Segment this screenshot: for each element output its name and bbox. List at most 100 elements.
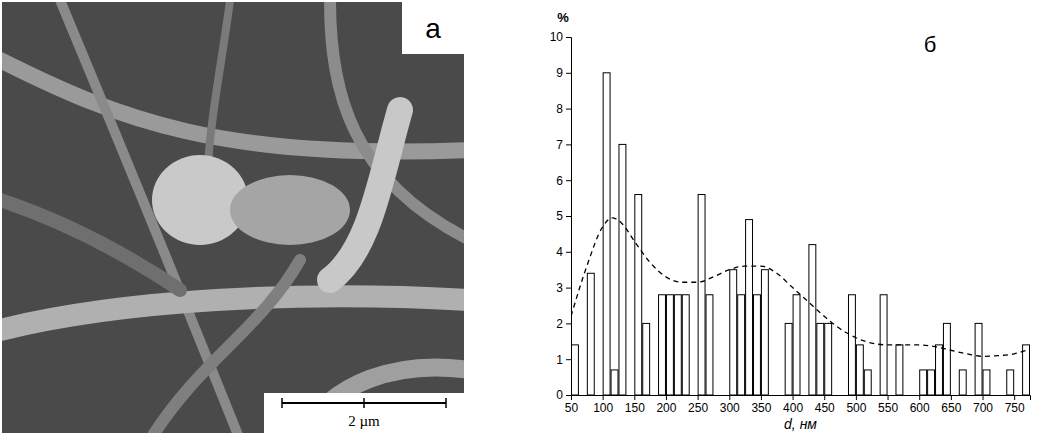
bar [896,345,903,395]
scale-bar-tick [445,398,447,408]
x-tick-mark [856,395,857,400]
y-tick-label: 0 [556,388,563,402]
x-axis-line [572,396,1031,401]
bar [579,395,586,396]
y-tick-mark [566,252,571,253]
y-tick-mark [566,395,571,396]
scale-bar-tick [281,398,283,408]
x-tick: 250 [688,395,708,415]
y-tick-mark [566,288,571,289]
y-tick-label: 8 [556,102,563,116]
x-tick-label: 150 [625,401,645,415]
bar [769,395,776,396]
bar [572,345,579,395]
fiber [2,200,180,290]
x-tick-mark [983,395,984,400]
bar [674,295,681,395]
y-tick-label: 3 [556,281,563,295]
x-axis-title: d, нм [784,416,817,432]
x-tick-label: 400 [783,401,803,415]
x-tick-mark [729,395,730,400]
bar [730,270,737,395]
x-tick: 750 [1005,395,1025,415]
y-tick: 5 [556,209,571,223]
y-tick-mark [566,216,571,217]
bar [587,273,594,395]
x-tick-mark [634,395,635,400]
x-tick: 550 [878,395,898,415]
y-tick-mark [566,109,571,110]
x-tick-label: 600 [910,401,930,415]
y-tick: 3 [556,281,571,295]
bar [611,370,618,395]
bar [864,370,871,395]
bar [635,195,642,395]
x-tick-label: 650 [941,401,961,415]
panel-label-box [402,2,464,54]
bar [659,295,666,395]
x-tick-label: 100 [593,401,613,415]
bar [801,395,808,396]
x-tick-label: 50 [565,401,579,415]
bar [793,295,800,395]
fibers [2,2,464,433]
scale-bar-tick [363,398,365,408]
fiber [2,296,464,330]
bar [943,323,950,395]
bar [833,395,840,396]
y-tick: 2 [556,317,571,331]
particle-cluster [230,175,350,245]
scale-bar-box [264,393,464,433]
x-tick-mark [666,395,667,400]
scale-bar-label: 2 µm [348,413,380,429]
bar [999,395,1006,396]
x-tick-label: 450 [815,401,835,415]
x-tick-label: 250 [688,401,708,415]
bar [746,220,753,395]
bar [928,370,935,395]
x-tick-label: 200 [656,401,676,415]
y-tick-label: 1 [556,353,563,367]
bar [1015,395,1022,396]
bar [1007,370,1014,395]
bar [666,295,673,395]
bar [912,395,919,396]
y-tick-label: 10 [550,30,564,44]
bar [872,395,879,396]
bar [920,370,927,395]
y-tick-mark [566,37,571,38]
bar [643,323,650,395]
fit-curve [571,218,1027,357]
bar [983,370,990,395]
bar [856,345,863,395]
y-tick: 8 [556,102,571,116]
y-tick: 9 [556,66,571,80]
x-tick-mark [824,395,825,400]
y-tick: 7 [556,138,571,152]
bar [967,395,974,396]
y-tick: 1 [556,353,571,367]
y-axis-title: % [557,10,569,25]
bar [825,323,832,395]
panel-label: a [425,13,441,44]
panel-label: б [924,32,937,57]
bar [888,395,895,396]
bar [627,395,634,396]
x-tick-mark [698,395,699,400]
x-tick-label: 700 [973,401,993,415]
y-tick-mark [566,323,571,324]
bar [738,295,745,395]
bar [761,270,768,395]
bar [991,395,998,396]
x-tick-label: 500 [846,401,866,415]
y-tick-label: 2 [556,317,563,331]
bar [848,295,855,395]
y-axis: 012345678910 [550,30,572,402]
bar [651,395,658,396]
bar [959,370,966,395]
x-tick-mark [793,395,794,400]
y-tick: 10 [550,30,571,44]
bar [682,295,689,395]
x-tick: 500 [846,395,866,415]
y-tick-label: 6 [556,174,563,188]
